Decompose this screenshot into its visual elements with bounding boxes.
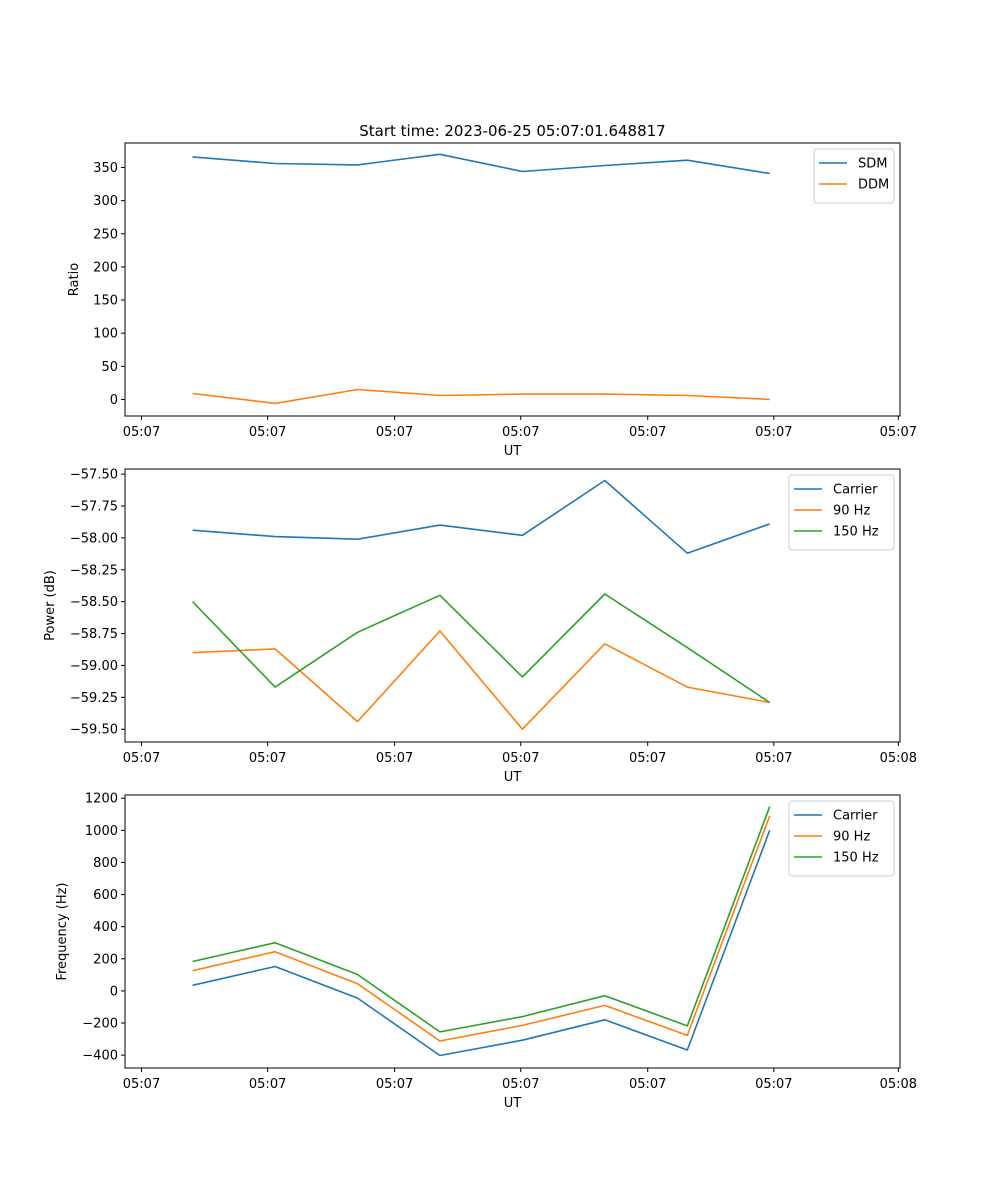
x-tick-label: 05:07 bbox=[755, 425, 792, 440]
y-tick-label: 150 bbox=[93, 294, 118, 309]
legend-entry: SDM bbox=[858, 157, 887, 172]
series-line-150-hz bbox=[192, 806, 771, 1033]
series-line-sdm bbox=[192, 153, 770, 175]
y-tick-label: 200 bbox=[93, 952, 118, 967]
chart-panel-3: −400 −200 0 200 400 600 800 1000 1200 05:07 05:07 0… bbox=[55, 792, 917, 1111]
y-tick-label: 100 bbox=[93, 327, 118, 342]
y-tick-label: −58.50 bbox=[70, 595, 118, 610]
legend: Carrier 90 Hz 150 Hz bbox=[788, 474, 895, 551]
x-tick-label: 05:08 bbox=[880, 751, 917, 766]
chart-panel-2: −59.50 −59.25 −59.00 −58.75 −58.50 −58.25 −58.… bbox=[43, 468, 917, 785]
x-tick-label: 05:07 bbox=[502, 751, 539, 766]
x-tick-label: 05:07 bbox=[123, 751, 160, 766]
y-tick-label: 350 bbox=[93, 161, 118, 176]
y-axis-label: Frequency (Hz) bbox=[55, 882, 70, 980]
y-tick-label: −57.75 bbox=[70, 499, 118, 514]
y-tick-label: 200 bbox=[93, 260, 118, 275]
y-tick-label: −400 bbox=[82, 1049, 118, 1064]
series-line-carrier bbox=[192, 479, 770, 555]
legend-entry: 90 Hz bbox=[833, 830, 870, 845]
plot-area bbox=[124, 468, 901, 743]
x-tick-label: 05:07 bbox=[249, 1077, 286, 1092]
y-tick-label: 300 bbox=[93, 194, 118, 209]
legend-entry: Carrier bbox=[833, 809, 878, 824]
y-tick-label: −59.50 bbox=[70, 723, 118, 738]
y-tick-label: 250 bbox=[93, 227, 118, 242]
x-tick-label: 05:07 bbox=[249, 751, 286, 766]
legend-entry: DDM bbox=[858, 178, 889, 193]
x-axis-label: UT bbox=[504, 444, 522, 459]
series-line-90-hz bbox=[192, 815, 771, 1042]
x-tick-label: 05:07 bbox=[629, 1077, 666, 1092]
legend-entry: Carrier bbox=[833, 483, 878, 498]
y-tick-label: 0 bbox=[110, 393, 118, 408]
y-tick-label: 400 bbox=[93, 920, 118, 935]
y-tick-label: −58.25 bbox=[70, 563, 118, 578]
plot-area bbox=[124, 142, 901, 417]
legend-entry: 150 Hz bbox=[833, 525, 879, 540]
x-tick-label: 05:07 bbox=[629, 751, 666, 766]
x-tick-label: 05:07 bbox=[755, 1077, 792, 1092]
series-line-150-hz bbox=[192, 593, 771, 704]
y-tick-label: −200 bbox=[82, 1017, 118, 1032]
y-tick-label: 0 bbox=[110, 984, 118, 999]
y-tick-label: −57.50 bbox=[70, 468, 118, 483]
y-axis-label: Ratio bbox=[67, 263, 82, 296]
y-tick-label: −58.75 bbox=[70, 627, 118, 642]
x-tick-label: 05:07 bbox=[249, 425, 286, 440]
y-tick-label: 1000 bbox=[85, 824, 118, 839]
series-line-carrier bbox=[192, 830, 771, 1057]
legend-entry: 90 Hz bbox=[833, 504, 870, 519]
y-tick-label: 1200 bbox=[85, 792, 118, 807]
x-tick-label: 05:07 bbox=[502, 425, 539, 440]
x-tick-label: 05:07 bbox=[755, 751, 792, 766]
chart-panel-1: 0 50 100 150 200 250 300 350 05:07 05:07 05:07 05:0… bbox=[67, 142, 917, 459]
x-tick-label: 05:07 bbox=[629, 425, 666, 440]
y-axis-label: Power (dB) bbox=[43, 570, 58, 641]
legend-entry: 150 Hz bbox=[833, 851, 879, 866]
x-axis-label: UT bbox=[504, 1096, 522, 1111]
series-line-ddm bbox=[192, 388, 770, 405]
y-tick-label: 50 bbox=[101, 360, 118, 375]
x-tick-label: 05:07 bbox=[376, 1077, 413, 1092]
y-tick-label: 600 bbox=[93, 888, 118, 903]
y-tick-label: −59.00 bbox=[70, 659, 118, 674]
y-tick-label: −59.25 bbox=[70, 691, 118, 706]
panels: 0 50 100 150 200 250 300 350 05:07 05:07 05:07 05:0… bbox=[43, 142, 917, 1111]
x-tick-label: 05:07 bbox=[376, 425, 413, 440]
x-tick-label: 05:07 bbox=[123, 425, 160, 440]
series-line-90-hz bbox=[192, 630, 770, 731]
legend: SDM DDM bbox=[813, 148, 895, 204]
y-tick-label: 800 bbox=[93, 856, 118, 871]
legend: Carrier 90 Hz 150 Hz bbox=[788, 800, 895, 877]
x-axis-label: UT bbox=[504, 770, 522, 785]
plot-area bbox=[124, 794, 901, 1069]
figure-title: Start time: 2023-06-25 05:07:01.648817 bbox=[359, 122, 665, 140]
x-tick-label: 05:07 bbox=[376, 751, 413, 766]
x-tick-label: 05:08 bbox=[880, 1077, 917, 1092]
x-tick-label: 05:07 bbox=[123, 1077, 160, 1092]
x-tick-label: 05:07 bbox=[502, 1077, 539, 1092]
y-tick-label: −58.00 bbox=[70, 531, 118, 546]
x-tick-label: 05:07 bbox=[880, 425, 917, 440]
